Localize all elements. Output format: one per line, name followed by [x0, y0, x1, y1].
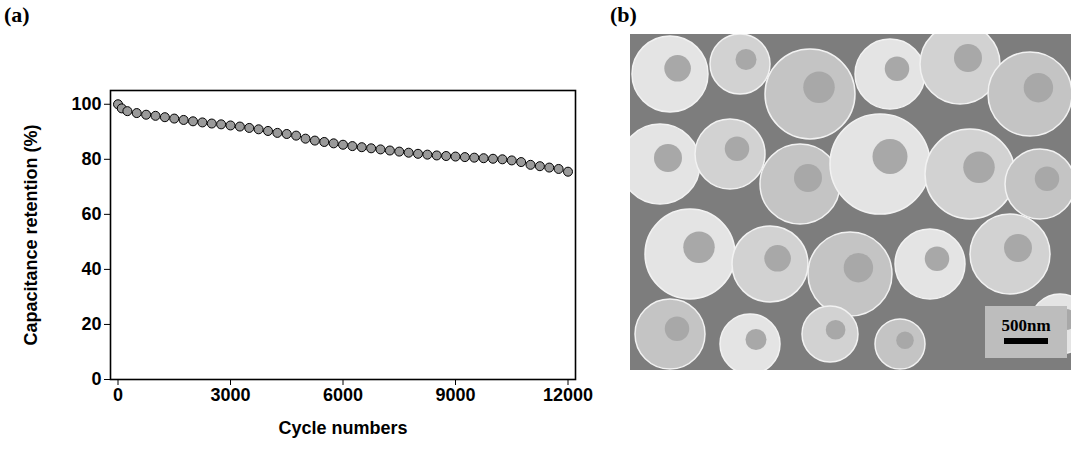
- svg-text:40: 40: [81, 259, 101, 279]
- svg-text:80: 80: [81, 149, 101, 169]
- html-text:(b): (b): [610, 2, 637, 27]
- svg-text:12000: 12000: [543, 385, 593, 405]
- svg-text:Cycle numbers: Cycle numbers: [278, 418, 407, 438]
- svg-text:60: 60: [81, 204, 101, 224]
- svg-text:3000: 3000: [210, 385, 250, 405]
- svg-text:9000: 9000: [435, 385, 475, 405]
- svg-text:20: 20: [81, 314, 101, 334]
- svg-text:100: 100: [71, 94, 101, 114]
- svg-text:0: 0: [91, 369, 101, 389]
- svg-text:6000: 6000: [323, 385, 363, 405]
- svg-text:500nm: 500nm: [1001, 316, 1050, 335]
- html-text:(a): (a): [4, 2, 30, 27]
- svg-text:0: 0: [113, 385, 123, 405]
- svg-text:Capacitance retention (%): Capacitance retention (%): [21, 124, 41, 345]
